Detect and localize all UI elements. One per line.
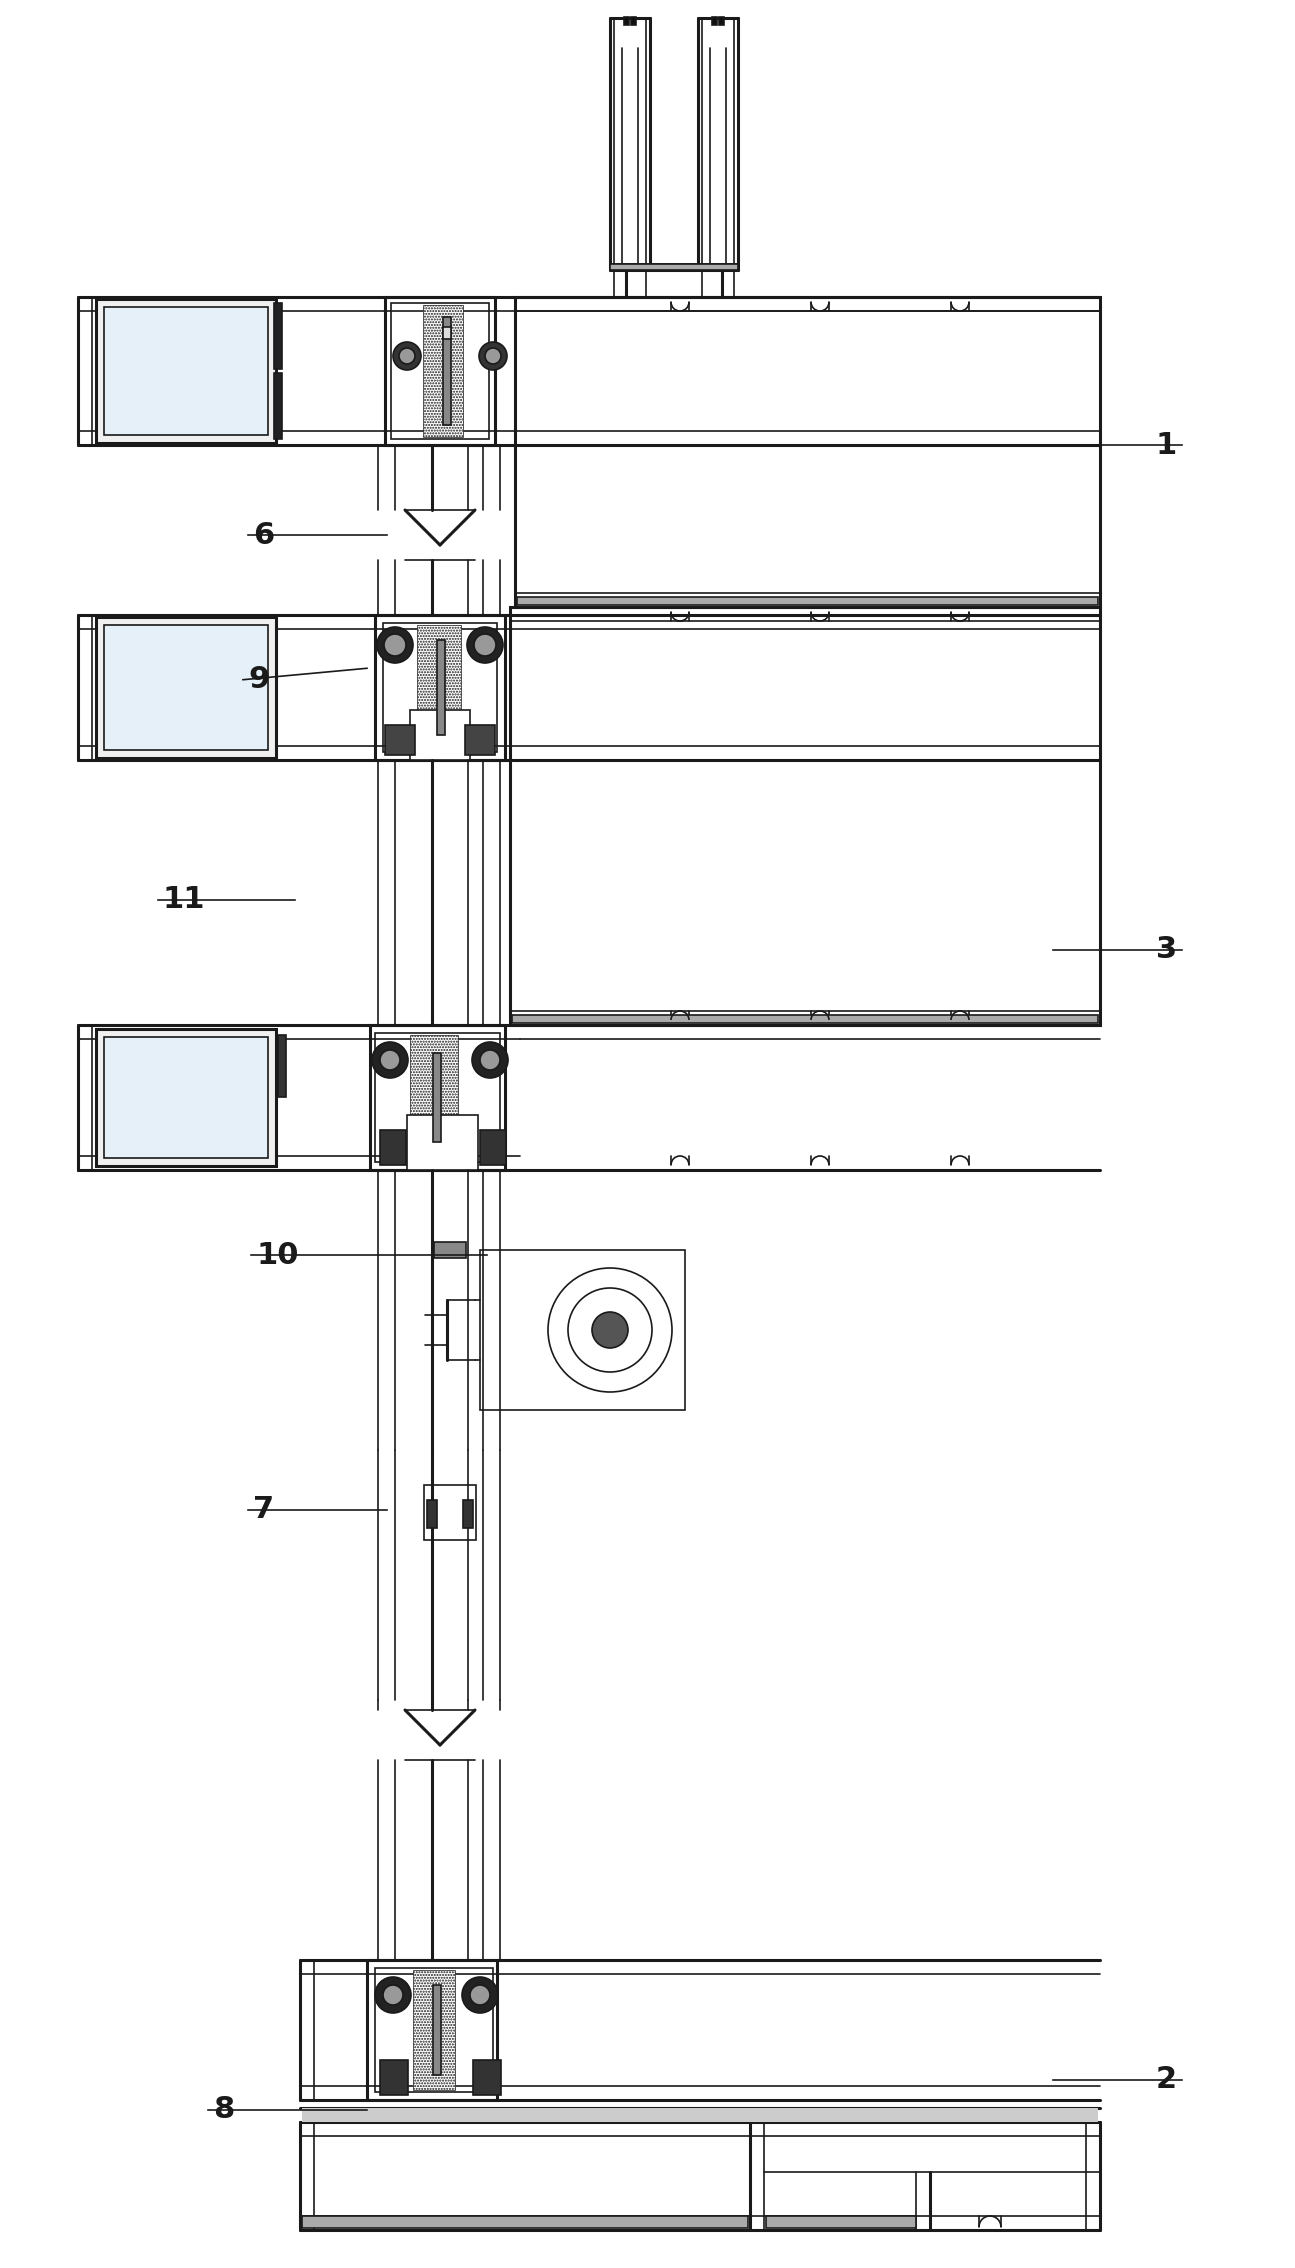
Text: 6: 6 bbox=[253, 519, 275, 549]
Bar bbox=[104, 626, 268, 751]
Bar bbox=[423, 1486, 477, 1540]
Bar bbox=[480, 1129, 506, 1166]
Bar bbox=[104, 306, 268, 435]
Bar bbox=[436, 640, 445, 735]
Circle shape bbox=[372, 1041, 408, 1077]
Bar bbox=[376, 1032, 500, 1161]
Bar bbox=[712, 16, 717, 25]
Bar bbox=[515, 297, 1099, 608]
Bar bbox=[407, 1116, 478, 1170]
Bar bbox=[379, 1129, 407, 1166]
Text: 7: 7 bbox=[253, 1495, 275, 1524]
Bar bbox=[275, 304, 282, 370]
Circle shape bbox=[377, 626, 413, 662]
Text: 8: 8 bbox=[212, 2096, 234, 2125]
Text: 1: 1 bbox=[1155, 431, 1177, 460]
Bar bbox=[376, 1969, 493, 2091]
Circle shape bbox=[467, 626, 502, 662]
Bar bbox=[417, 626, 461, 751]
Bar bbox=[443, 318, 451, 424]
Bar bbox=[379, 2059, 408, 2096]
Bar bbox=[624, 16, 629, 25]
Text: 2: 2 bbox=[1156, 2066, 1177, 2096]
Bar bbox=[278, 1034, 286, 1098]
Bar bbox=[631, 16, 636, 25]
Bar bbox=[434, 1243, 466, 1259]
Circle shape bbox=[399, 347, 414, 363]
Bar bbox=[411, 1034, 458, 1159]
Bar bbox=[383, 624, 497, 753]
Bar bbox=[767, 2216, 916, 2227]
Bar bbox=[104, 1036, 268, 1159]
Bar bbox=[427, 1499, 436, 1529]
Bar bbox=[96, 1030, 276, 1166]
Bar bbox=[433, 1052, 442, 1143]
Bar bbox=[370, 1025, 505, 1170]
Bar bbox=[719, 16, 724, 25]
Bar bbox=[96, 617, 276, 758]
Circle shape bbox=[462, 1978, 499, 2014]
Bar bbox=[510, 608, 1099, 1025]
Circle shape bbox=[376, 1978, 411, 2014]
Bar bbox=[464, 1499, 473, 1529]
Bar bbox=[385, 726, 414, 755]
Bar bbox=[376, 615, 505, 760]
Bar bbox=[366, 1960, 497, 2100]
Circle shape bbox=[486, 347, 501, 363]
Bar bbox=[411, 710, 470, 760]
Bar bbox=[610, 263, 738, 270]
Text: 9: 9 bbox=[249, 665, 269, 694]
Text: 10: 10 bbox=[256, 1241, 299, 1270]
Circle shape bbox=[474, 635, 496, 655]
Circle shape bbox=[470, 1984, 490, 2005]
Circle shape bbox=[480, 1050, 500, 1070]
Circle shape bbox=[471, 1041, 508, 1077]
Bar bbox=[473, 2059, 501, 2096]
Circle shape bbox=[383, 1984, 403, 2005]
Bar bbox=[96, 299, 276, 442]
Bar bbox=[391, 304, 490, 440]
Bar bbox=[302, 2216, 749, 2227]
Circle shape bbox=[385, 635, 407, 655]
Bar bbox=[302, 2107, 1098, 2123]
Bar bbox=[517, 596, 1098, 606]
Bar bbox=[423, 304, 464, 438]
Bar bbox=[443, 327, 451, 338]
Bar bbox=[480, 1250, 685, 1411]
Bar bbox=[465, 726, 495, 755]
Text: 11: 11 bbox=[163, 885, 206, 914]
Circle shape bbox=[479, 342, 508, 370]
Bar bbox=[385, 297, 495, 445]
Circle shape bbox=[379, 1050, 400, 1070]
Text: 3: 3 bbox=[1156, 934, 1177, 964]
Bar bbox=[275, 372, 282, 440]
Bar bbox=[433, 1984, 442, 2075]
Bar bbox=[413, 1971, 455, 2091]
Circle shape bbox=[392, 342, 421, 370]
Bar bbox=[512, 1016, 1098, 1023]
Circle shape bbox=[592, 1311, 628, 1347]
